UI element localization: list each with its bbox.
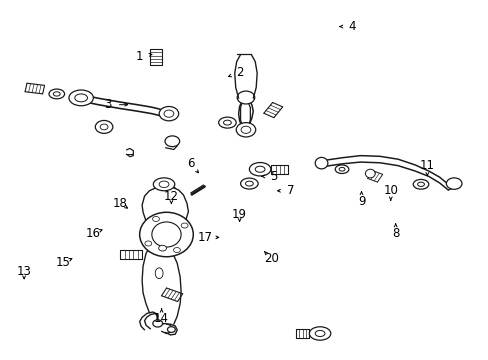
Ellipse shape bbox=[315, 330, 325, 337]
Ellipse shape bbox=[237, 91, 254, 104]
Ellipse shape bbox=[412, 179, 428, 189]
Ellipse shape bbox=[236, 123, 255, 137]
Text: 13: 13 bbox=[17, 265, 31, 278]
Ellipse shape bbox=[159, 107, 178, 121]
Text: 7: 7 bbox=[286, 184, 294, 197]
Ellipse shape bbox=[49, 89, 64, 99]
Text: 8: 8 bbox=[391, 227, 399, 240]
Text: 10: 10 bbox=[383, 184, 397, 197]
Ellipse shape bbox=[152, 216, 159, 221]
Ellipse shape bbox=[417, 182, 424, 186]
Ellipse shape bbox=[155, 268, 163, 279]
Text: 12: 12 bbox=[163, 190, 179, 203]
Ellipse shape bbox=[338, 167, 344, 171]
Ellipse shape bbox=[163, 110, 173, 117]
Text: 3: 3 bbox=[104, 98, 111, 111]
Text: 2: 2 bbox=[235, 66, 243, 79]
Ellipse shape bbox=[159, 181, 168, 188]
Ellipse shape bbox=[164, 136, 179, 147]
Ellipse shape bbox=[153, 320, 162, 327]
Ellipse shape bbox=[241, 126, 250, 134]
Ellipse shape bbox=[446, 178, 461, 189]
Text: 16: 16 bbox=[86, 226, 101, 239]
Ellipse shape bbox=[167, 327, 175, 332]
Ellipse shape bbox=[255, 166, 264, 172]
Text: 17: 17 bbox=[198, 231, 213, 244]
Text: 6: 6 bbox=[187, 157, 194, 170]
Text: 1: 1 bbox=[136, 50, 143, 63]
Ellipse shape bbox=[309, 327, 330, 340]
Ellipse shape bbox=[69, 90, 93, 106]
Ellipse shape bbox=[249, 162, 270, 176]
Ellipse shape bbox=[100, 124, 108, 130]
Text: 19: 19 bbox=[232, 208, 246, 221]
Ellipse shape bbox=[315, 157, 327, 169]
Ellipse shape bbox=[240, 178, 258, 189]
Ellipse shape bbox=[140, 212, 193, 257]
Ellipse shape bbox=[334, 165, 348, 174]
Ellipse shape bbox=[158, 245, 166, 251]
Ellipse shape bbox=[75, 94, 87, 102]
Ellipse shape bbox=[53, 92, 60, 96]
Ellipse shape bbox=[153, 178, 174, 191]
Ellipse shape bbox=[223, 120, 231, 125]
Text: 18: 18 bbox=[113, 197, 127, 210]
Text: 20: 20 bbox=[264, 252, 278, 265]
Ellipse shape bbox=[95, 121, 113, 134]
Text: 9: 9 bbox=[357, 195, 365, 208]
Ellipse shape bbox=[245, 181, 253, 186]
Text: 11: 11 bbox=[419, 159, 434, 172]
Ellipse shape bbox=[173, 248, 180, 253]
Ellipse shape bbox=[152, 222, 181, 247]
Text: 4: 4 bbox=[347, 20, 355, 33]
Text: 5: 5 bbox=[269, 170, 277, 183]
Ellipse shape bbox=[144, 241, 151, 246]
Ellipse shape bbox=[218, 117, 236, 128]
Text: 14: 14 bbox=[154, 311, 169, 325]
Ellipse shape bbox=[181, 223, 188, 228]
Ellipse shape bbox=[365, 169, 374, 178]
Text: 15: 15 bbox=[56, 256, 70, 269]
